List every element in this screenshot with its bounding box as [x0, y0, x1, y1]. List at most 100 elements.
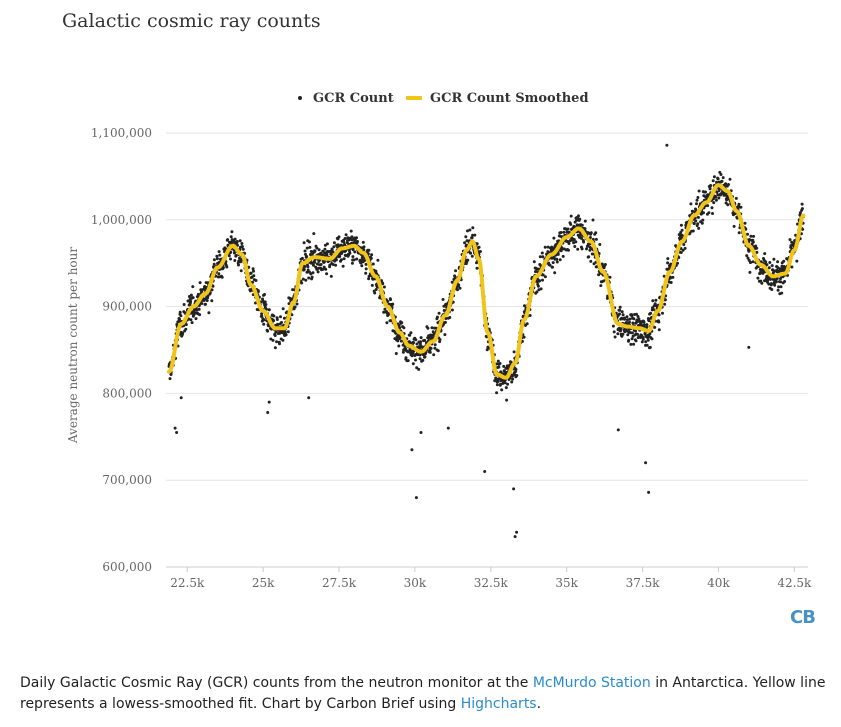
gcr-point	[412, 341, 416, 345]
gcr-point	[748, 270, 752, 274]
gcr-point	[473, 233, 477, 237]
gcr-point	[342, 240, 346, 244]
gcr-point	[512, 350, 516, 354]
gcr-point	[589, 259, 593, 263]
gcr-point	[580, 223, 584, 227]
gcr-point	[522, 335, 526, 339]
gcr-point	[621, 313, 625, 317]
gcr-point	[281, 307, 285, 311]
gcr-point	[555, 257, 559, 261]
gcr-point	[410, 448, 414, 452]
gcr-point	[500, 388, 504, 392]
caption-text-1: Daily Galactic Cosmic Ray (GCR) counts f…	[20, 675, 533, 691]
gcr-point	[181, 331, 185, 335]
gcr-point	[279, 315, 282, 319]
gcr-point	[548, 263, 552, 267]
gcr-point	[275, 318, 279, 321]
gcr-point	[565, 230, 569, 234]
gcr-point	[728, 177, 732, 181]
gcr-point	[352, 258, 356, 262]
gcr-point	[433, 346, 437, 350]
gcr-point	[337, 235, 341, 239]
gcr-point	[332, 245, 336, 249]
gcr-point	[535, 290, 539, 294]
gcr-point	[319, 263, 323, 266]
gcr-point	[323, 247, 327, 251]
gcr-point	[340, 251, 344, 255]
gcr-point	[370, 283, 374, 287]
gcr-point	[769, 277, 772, 281]
gcr-point	[514, 367, 518, 371]
gcr-point	[773, 283, 777, 287]
gcr-point	[567, 248, 570, 252]
gcr-point	[423, 355, 427, 359]
gcr-point	[202, 299, 206, 302]
legend-item-gcr-count-smoothed[interactable]: GCR Count Smoothed	[406, 91, 589, 106]
highcharts-link[interactable]: Highcharts	[460, 696, 537, 712]
gcr-point	[502, 364, 506, 368]
gcr-point	[743, 221, 747, 225]
gcr-point	[677, 256, 681, 259]
gcr-point	[566, 227, 570, 231]
gcr-point	[700, 221, 704, 225]
mcmurdo-station-link[interactable]: McMurdo Station	[532, 675, 651, 691]
gcr-point	[371, 262, 375, 266]
gcr-point	[717, 196, 721, 200]
gcr-point	[238, 239, 242, 243]
gcr-point	[648, 332, 652, 336]
gcr-point	[256, 290, 260, 293]
gcr-point	[710, 206, 714, 210]
gcr-point	[770, 288, 774, 291]
gcr-point	[367, 277, 371, 281]
gcr-point	[559, 231, 563, 234]
gcr-point	[342, 257, 346, 261]
gcr-point	[708, 187, 712, 191]
gcr-point	[616, 428, 620, 432]
legend[interactable]: GCR Count GCR Count Smoothed	[298, 91, 589, 106]
gcr-point	[316, 270, 320, 274]
gcr-point	[306, 268, 310, 272]
gcr-point	[666, 261, 670, 265]
gcr-point	[525, 322, 529, 326]
y-tick-label: 800,000	[102, 386, 152, 400]
gcr-point	[218, 253, 222, 257]
gcr-point	[714, 195, 718, 199]
gcr-point	[323, 260, 326, 263]
gcr-point	[278, 342, 281, 346]
gcr-point	[631, 321, 635, 325]
gcr-point	[654, 298, 658, 302]
gcr-point	[618, 308, 622, 312]
gcr-point	[215, 257, 219, 261]
gcr-point	[274, 330, 278, 334]
gcr-point	[414, 338, 418, 342]
gcr-point	[423, 338, 427, 342]
gcr-point	[360, 255, 364, 259]
gcr-point	[661, 311, 664, 315]
legend-item-gcr-count[interactable]: GCR Count	[298, 91, 394, 106]
y-axis-title: Average neutron count per hour	[66, 247, 80, 444]
gcr-point	[190, 321, 194, 325]
gcr-point	[628, 317, 632, 321]
gcr-point	[307, 240, 311, 244]
gcr-point	[386, 300, 390, 303]
gcr-point	[701, 218, 705, 222]
gcr-point	[443, 320, 447, 324]
gcr-point	[706, 204, 710, 208]
gcr-point	[349, 229, 353, 233]
gcr-point	[679, 251, 683, 254]
gcr-point	[446, 426, 450, 430]
gcr-point	[523, 304, 526, 308]
gcr-chart: 600,000 700,000 800,000 900,000 1,000,000 1,1…	[66, 91, 812, 590]
gcr-point	[233, 237, 237, 241]
gcr-point	[398, 336, 402, 340]
gcr-point	[184, 327, 188, 331]
gcr-point	[266, 411, 270, 414]
gcr-point	[363, 259, 366, 263]
gcr-point	[464, 235, 468, 239]
gcr-point	[262, 322, 266, 326]
gcr-point	[679, 223, 683, 227]
gcr-point	[671, 275, 675, 279]
gcr-point	[229, 257, 232, 261]
gcr-point	[426, 326, 430, 330]
legend-label-gcr-count-smoothed: GCR Count Smoothed	[430, 91, 589, 106]
